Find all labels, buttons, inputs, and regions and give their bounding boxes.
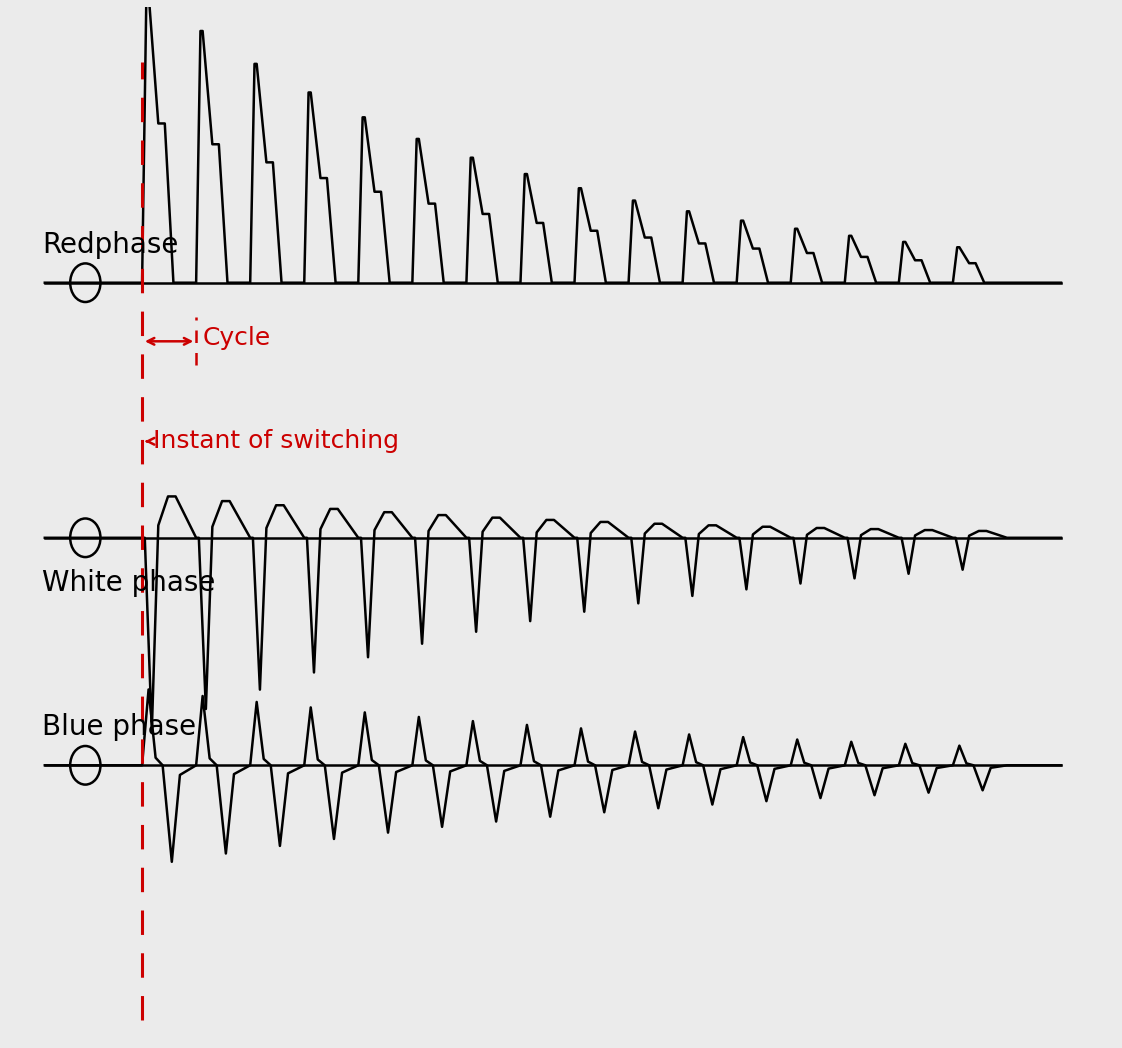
Text: White phase: White phase (43, 569, 215, 596)
Text: Redphase: Redphase (43, 231, 178, 259)
Text: Blue phase: Blue phase (43, 713, 196, 741)
Text: Cycle: Cycle (203, 326, 270, 350)
Text: Instant of switching: Instant of switching (153, 430, 399, 454)
